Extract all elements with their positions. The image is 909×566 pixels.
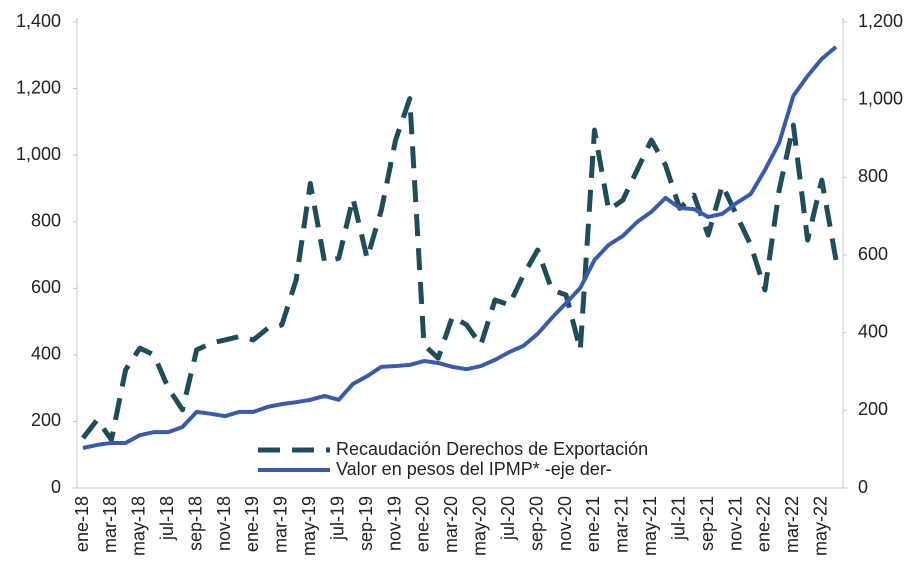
- x-tick-label: may-22: [811, 496, 831, 556]
- x-tick-label: mar-19: [271, 496, 291, 553]
- x-tick-label: jul-20: [498, 496, 518, 541]
- legend-label: Valor en pesos del IPMP* -eje der-: [336, 459, 612, 479]
- y2-tick-label: 1,200: [858, 11, 903, 31]
- x-tick-label: mar-20: [441, 496, 461, 553]
- x-tick-label: ene-19: [242, 496, 262, 552]
- x-tick-label: sep-20: [526, 496, 546, 551]
- x-tick-label: nov-21: [725, 496, 745, 551]
- legend-label: Recaudación Derechos de Exportación: [336, 439, 648, 459]
- x-tick-label: may-20: [470, 496, 490, 556]
- x-tick-label: sep-19: [356, 496, 376, 551]
- x-tick-label: may-21: [640, 496, 660, 556]
- x-tick-label: nov-20: [555, 496, 575, 551]
- y2-tick-label: 200: [858, 399, 888, 419]
- y-tick-label: 1,400: [16, 11, 61, 31]
- x-tick-label: sep-21: [697, 496, 717, 551]
- x-tick-label: sep-18: [185, 496, 205, 551]
- x-tick-label: nov-19: [384, 496, 404, 551]
- x-tick-label: jul-18: [157, 496, 177, 541]
- x-tick-label: ene-18: [72, 496, 92, 552]
- x-tick-label: ene-21: [583, 496, 603, 552]
- x-tick-label: mar-18: [100, 496, 120, 553]
- x-tick-label: ene-20: [413, 496, 433, 552]
- y2-tick-label: 400: [858, 321, 888, 341]
- y2-tick-label: 1,000: [858, 88, 903, 108]
- y2-tick-label: 0: [858, 477, 868, 497]
- series-line: [82, 45, 838, 450]
- x-tick-label: mar-21: [612, 496, 632, 553]
- y-tick-label: 400: [31, 344, 61, 364]
- series-line: [81, 96, 839, 443]
- x-tick-label: jul-21: [668, 496, 688, 541]
- y-tick-label: 0: [51, 477, 61, 497]
- y-tick-label: 800: [31, 210, 61, 230]
- y2-tick-label: 600: [858, 244, 888, 264]
- y-tick-label: 200: [31, 410, 61, 430]
- y-tick-label: 600: [31, 277, 61, 297]
- x-tick-label: mar-22: [782, 496, 802, 553]
- y2-tick-label: 800: [858, 166, 888, 186]
- x-tick-label: jul-19: [327, 496, 347, 541]
- x-tick-label: nov-18: [214, 496, 234, 551]
- y-tick-label: 1,200: [16, 77, 61, 97]
- y-tick-label: 1,000: [16, 144, 61, 164]
- x-tick-label: may-18: [129, 496, 149, 556]
- x-tick-label: ene-22: [754, 496, 774, 552]
- x-tick-label: may-19: [299, 496, 319, 556]
